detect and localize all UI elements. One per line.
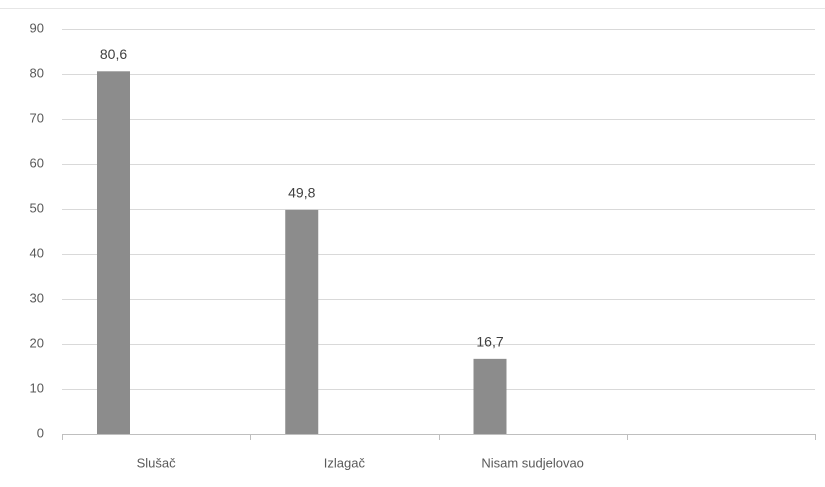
- y-tick-label: 0: [37, 425, 44, 440]
- value-label: 80,6: [100, 46, 127, 62]
- value-label: 16,7: [476, 334, 503, 350]
- x-tick-label: Izlagač: [324, 455, 366, 470]
- bar: [473, 358, 507, 434]
- value-label: 49,8: [288, 185, 315, 201]
- y-tick-label: 30: [30, 290, 44, 305]
- y-tick-label: 40: [30, 245, 44, 260]
- y-tick-label: 70: [30, 110, 44, 125]
- y-tick-label: 20: [30, 335, 44, 350]
- x-tick-label: Slušač: [137, 455, 177, 470]
- y-tick-label: 60: [30, 155, 44, 170]
- y-tick-label: 50: [30, 200, 44, 215]
- y-tick-label: 80: [30, 65, 44, 80]
- y-tick-label: 10: [30, 380, 44, 395]
- x-tick-label: Nisam sudjelovao: [481, 455, 584, 470]
- bar: [285, 209, 319, 434]
- bar: [97, 71, 130, 435]
- y-tick-label: 90: [30, 20, 44, 35]
